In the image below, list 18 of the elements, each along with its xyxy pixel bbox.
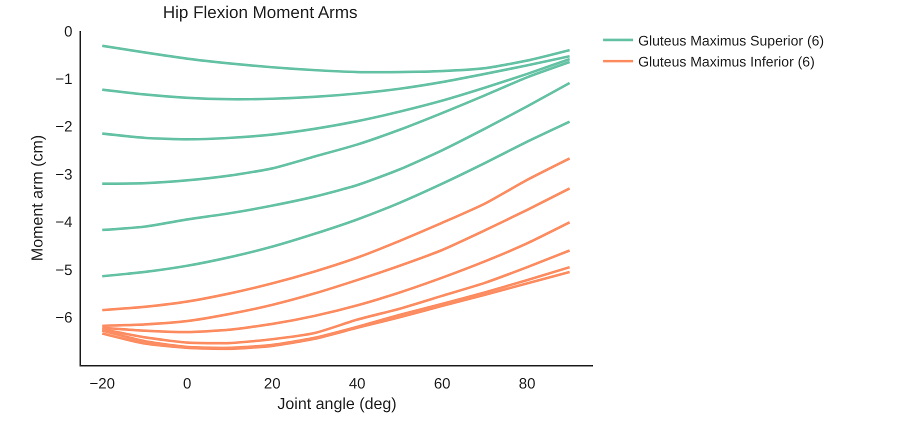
y-tick-label: −3 [55,166,72,184]
y-tick-label: 0 [64,23,72,40]
x-tick-label: 40 [348,376,366,392]
chart-title: Hip Flexion Moment Arms [162,3,358,22]
x-tick-label: 0 [183,376,192,392]
legend-label: Gluteus Maximus Superior (6) [638,32,824,48]
y-tick-label: −4 [55,214,72,232]
y-axis-title: Moment arm (cm) [30,134,47,262]
legend-label: Gluteus Maximus Inferior (6) [638,54,815,70]
y-tick-label: −1 [55,70,72,88]
x-tick-label: 60 [434,376,451,392]
x-tick-label: 80 [518,376,536,392]
y-tick-label: −2 [55,118,72,136]
x-axis-title: Joint angle (deg) [277,396,397,413]
y-tick-label: −5 [55,262,72,279]
x-tick-label: −20 [90,376,115,392]
y-tick-label: −6 [55,310,72,327]
x-tick-label: 20 [264,376,281,392]
